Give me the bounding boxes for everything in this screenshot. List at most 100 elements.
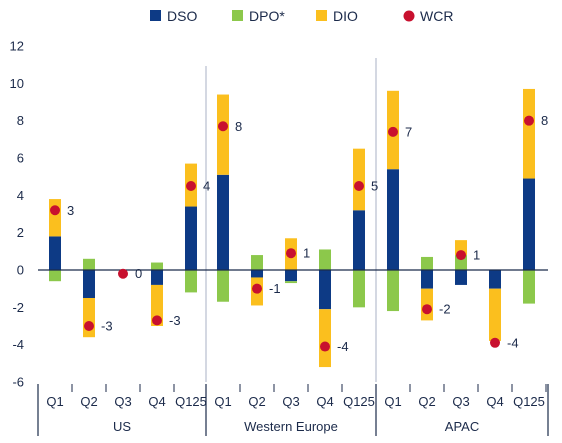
x-category-label: Q1 xyxy=(214,394,231,409)
bar-dso-western-europe-q2 xyxy=(251,270,263,278)
bar-dpo-apac-q2 xyxy=(421,256,433,270)
wcr-data-label: 4 xyxy=(203,179,210,194)
x-category-label: Q125 xyxy=(343,394,375,409)
bar-dio-us-q4 xyxy=(151,284,163,326)
legend-swatch-dso xyxy=(150,10,161,21)
y-tick-label: 2 xyxy=(17,225,24,240)
wcr-marker-us-q3 xyxy=(118,268,128,279)
x-group-label-apac: APAC xyxy=(445,419,479,434)
x-axis: Q1 Q2 Q3 Q4 Q125 Q1 Q2 Q3 Q4 Q125 Q1 Q2 Q3 Q4 Q125 US We… xyxy=(37,384,549,436)
wcr-data-label: -1 xyxy=(269,281,281,296)
bar-dio-us-q2 xyxy=(83,298,95,338)
y-tick-label: 6 xyxy=(17,151,24,166)
wcr-data-label: 0 xyxy=(135,266,142,281)
y-tick-label: 8 xyxy=(17,113,24,128)
wcr-data-label: -3 xyxy=(169,313,181,328)
bar-dpo-apac-q125 xyxy=(523,270,535,304)
bar-dso-western-europe-q4 xyxy=(319,270,331,310)
bar-dso-us-q1 xyxy=(49,236,61,270)
x-category-label: Q3 xyxy=(282,394,299,409)
wcr-data-label: -2 xyxy=(439,302,451,317)
wcr-data-label: 1 xyxy=(473,248,480,263)
wcr-marker-western-europe-q1 xyxy=(218,121,228,132)
y-tick-label: -4 xyxy=(12,337,24,352)
bars xyxy=(49,88,535,368)
x-category-label: Q125 xyxy=(175,394,207,409)
bar-dpo-western-europe-q3 xyxy=(285,281,297,284)
legend: DSO DPO* DIO WCR xyxy=(150,8,453,24)
wcr-data-label: 8 xyxy=(541,113,548,128)
wcr-marker-western-europe-q2 xyxy=(252,283,262,294)
bar-dso-apac-q125 xyxy=(523,178,535,270)
bar-dso-us-q125 xyxy=(185,206,197,270)
bar-dpo-apac-q1 xyxy=(387,270,399,312)
legend-marker-wcr xyxy=(403,10,415,22)
y-tick-label: 12 xyxy=(10,39,24,54)
bar-dso-apac-q3 xyxy=(455,270,467,285)
y-axis: -6 -4 -2 0 2 4 6 8 10 12 xyxy=(10,39,24,390)
bar-dpo-western-europe-q1 xyxy=(217,270,229,302)
wcr-marker-apac-q3 xyxy=(456,250,466,261)
y-tick-label: -2 xyxy=(12,300,24,315)
wcr-marker-apac-q2 xyxy=(422,304,432,315)
wcr-marker-us-q2 xyxy=(84,321,94,331)
bar-dso-western-europe-q125 xyxy=(353,210,365,270)
x-category-label: Q2 xyxy=(418,394,435,409)
bar-dpo-western-europe-q4 xyxy=(319,249,331,270)
x-category-label: Q3 xyxy=(452,394,469,409)
wcr-markers: 3 -3 0 -3 4 8 -1 1 -4 5 7 -2 1 -4 8 xyxy=(50,113,548,354)
bar-dio-western-europe-q125 xyxy=(353,148,365,211)
wcr-data-label: -4 xyxy=(337,339,349,354)
x-category-label: Q125 xyxy=(513,394,545,409)
bar-dpo-western-europe-q125 xyxy=(353,270,365,308)
bar-dio-western-europe-q1 xyxy=(217,94,229,175)
wcr-marker-us-q1 xyxy=(50,205,60,216)
bar-dpo-us-q2 xyxy=(83,258,95,270)
bar-dso-western-europe-q3 xyxy=(285,270,297,282)
bar-dso-apac-q4 xyxy=(489,270,501,289)
bar-dpo-us-q4 xyxy=(151,262,163,270)
bar-dso-us-q4 xyxy=(151,270,163,285)
x-category-label: Q2 xyxy=(248,394,265,409)
x-group-label-us: US xyxy=(113,419,131,434)
wcr-data-label: -4 xyxy=(507,335,519,350)
wcr-marker-western-europe-q4 xyxy=(320,341,330,352)
bar-dio-apac-q4 xyxy=(489,288,501,341)
x-category-label: Q4 xyxy=(486,394,503,409)
legend-label-dso: DSO xyxy=(167,8,197,24)
wcr-marker-us-q4 xyxy=(152,315,162,326)
wcr-marker-us-q125 xyxy=(186,181,196,191)
x-category-label: Q4 xyxy=(148,394,165,409)
x-category-label: Q4 xyxy=(316,394,333,409)
wcr-marker-apac-q125 xyxy=(524,115,534,126)
bar-dio-us-q1 xyxy=(49,199,61,237)
wcr-marker-western-europe-q125 xyxy=(354,181,364,191)
wcr-data-label: 3 xyxy=(67,203,74,218)
x-category-label: Q2 xyxy=(80,394,97,409)
legend-swatch-dio xyxy=(316,10,327,21)
bar-dio-western-europe-q4 xyxy=(319,309,331,368)
y-tick-label: 10 xyxy=(10,76,24,91)
x-group-label-western-europe: Western Europe xyxy=(244,419,338,434)
bar-dpo-western-europe-q2 xyxy=(251,255,263,270)
group-separators xyxy=(205,58,377,382)
legend-label-wcr: WCR xyxy=(420,8,453,24)
bar-dpo-us-q1 xyxy=(49,270,61,282)
wcr-marker-apac-q1 xyxy=(388,126,398,137)
y-tick-label: -6 xyxy=(12,375,24,390)
bar-dpo-us-q125 xyxy=(185,270,197,293)
bar-dso-us-q2 xyxy=(83,270,95,298)
wcr-data-label: -3 xyxy=(101,319,113,334)
legend-swatch-dpo xyxy=(232,10,243,21)
bar-dso-apac-q1 xyxy=(387,169,399,270)
x-category-label: Q3 xyxy=(114,394,131,409)
wcr-data-label: 8 xyxy=(235,119,242,134)
wcr-data-label: 7 xyxy=(405,124,412,139)
wcr-data-label: 1 xyxy=(303,246,310,261)
bar-dso-western-europe-q1 xyxy=(217,174,229,270)
bar-dso-apac-q2 xyxy=(421,270,433,289)
x-category-label: Q1 xyxy=(384,394,401,409)
legend-label-dpo: DPO* xyxy=(249,8,285,24)
